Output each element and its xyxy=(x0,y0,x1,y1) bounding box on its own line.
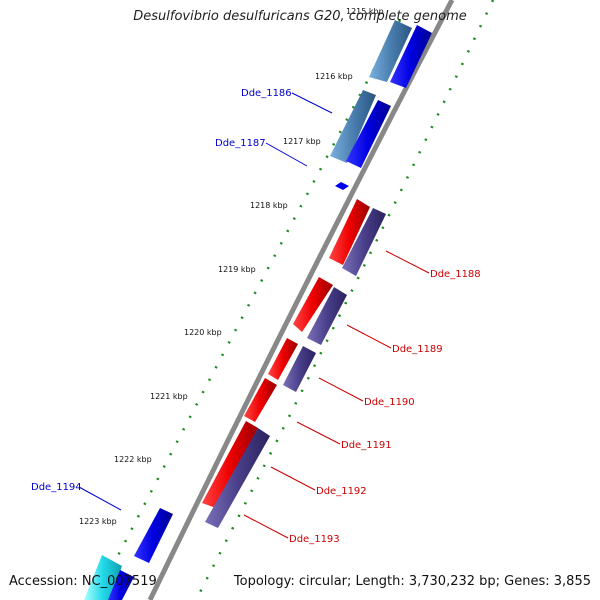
gene-bar-1194 xyxy=(134,508,173,563)
cog-bar-1189 xyxy=(307,287,347,345)
kbp-label-1215: 1215 kbp xyxy=(346,7,384,16)
leader-line-1194 xyxy=(78,486,122,511)
leader-line-1190 xyxy=(318,377,364,402)
gene-bar-1192 xyxy=(202,421,258,508)
outer-dot-track xyxy=(194,0,495,600)
cog-bar-1193 xyxy=(205,428,270,528)
gene-bar-1189 xyxy=(293,277,333,332)
gene-labels: Dde_1186 Dde_1187 Dde_1188 Dde_1189 Dde_… xyxy=(31,88,481,545)
kbp-label-1222: 1222 kbp xyxy=(114,455,152,464)
leader-line-1193 xyxy=(243,514,289,539)
cog-bar-1190 xyxy=(283,346,316,392)
cog-bar-1188 xyxy=(342,208,386,276)
gene-label-1194[interactable]: Dde_1194 xyxy=(31,482,82,493)
leader-line-1187 xyxy=(265,142,308,167)
genome-stats-label: Topology: circular; Length: 3,730,232 bp… xyxy=(233,574,591,589)
backbone xyxy=(147,0,455,600)
gene-label-1186[interactable]: Dde_1186 xyxy=(241,88,292,99)
gene-bar-1188 xyxy=(329,199,370,265)
gene-label-1193[interactable]: Dde_1193 xyxy=(289,534,340,545)
leader-line-1188 xyxy=(385,250,430,274)
cog-bar-1186 xyxy=(330,90,376,163)
accession-label: Accession: NC_007519 xyxy=(9,574,157,589)
kbp-label-1216: 1216 kbp xyxy=(315,72,353,81)
kbp-label-1217: 1217 kbp xyxy=(283,137,321,146)
kbp-label-1221: 1221 kbp xyxy=(150,392,188,401)
gene-label-1189[interactable]: Dde_1189 xyxy=(392,344,443,355)
kbp-label-1220: 1220 kbp xyxy=(184,328,222,337)
leader-line-1186 xyxy=(291,92,333,114)
gene-label-1188[interactable]: Dde_1188 xyxy=(430,269,481,280)
gene-label-1191[interactable]: Dde_1191 xyxy=(341,440,392,451)
kbp-labels: 1215 kbp 1216 kbp 1217 kbp 1218 kbp 1219… xyxy=(79,7,384,526)
gene-bar-1186 xyxy=(346,100,391,168)
inner-dot-track xyxy=(93,19,402,600)
gene-bar-1190 xyxy=(268,338,298,380)
gene-bar-1185 xyxy=(390,25,432,88)
kbp-label-1218: 1218 kbp xyxy=(250,201,288,210)
leader-line-1191 xyxy=(296,421,341,445)
gene-bar-1187 xyxy=(335,182,349,190)
gene-label-1190[interactable]: Dde_1190 xyxy=(364,397,415,408)
gene-bar-1191 xyxy=(244,378,277,422)
gene-label-1187[interactable]: Dde_1187 xyxy=(215,138,266,149)
leader-line-1192 xyxy=(270,466,316,491)
gene-bar-1195 xyxy=(108,570,134,600)
cog-bar-1185 xyxy=(369,20,412,82)
kbp-label-1223: 1223 kbp xyxy=(79,517,117,526)
map-title: Desulfovibrio desulfuricans G20, complet… xyxy=(133,9,467,24)
leader-lines xyxy=(78,92,430,539)
kbp-label-1219: 1219 kbp xyxy=(218,265,256,274)
leader-line-1189 xyxy=(346,324,392,349)
gene-label-1192[interactable]: Dde_1192 xyxy=(316,486,367,497)
